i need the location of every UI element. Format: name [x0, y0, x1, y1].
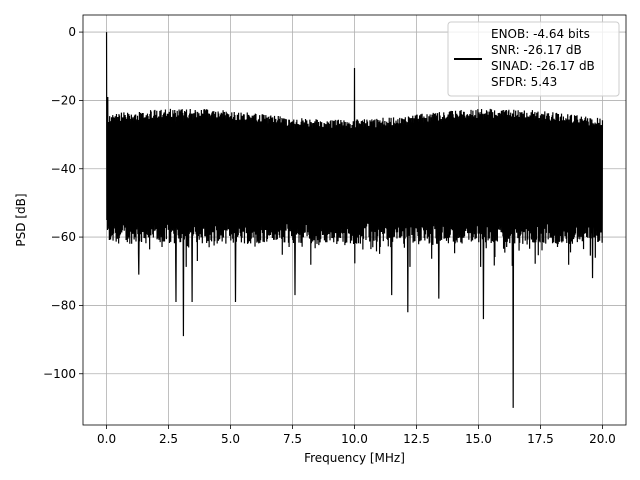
- x-tick-label: 0.0: [97, 432, 116, 446]
- y-tick-label: −80: [51, 298, 76, 312]
- y-axis-ticks: 0 −20 −40 −60 −80 −100: [43, 25, 83, 381]
- legend-box: [447, 21, 620, 97]
- legend-entry-line-2: SNR: -26.17 dB: [491, 43, 582, 57]
- series-layer: [105, 32, 604, 408]
- legend-entry-line-4: SFDR: 5.43: [491, 75, 557, 89]
- x-tick-label: 7.5: [283, 432, 302, 446]
- y-tick-label: −60: [51, 230, 76, 244]
- x-tick-label: 5.0: [221, 432, 240, 446]
- legend-entry-line-3: SINAD: -26.17 dB: [491, 59, 595, 73]
- psd-series-line: [105, 32, 604, 408]
- x-tick-label: 15.0: [465, 432, 492, 446]
- x-tick-label: 20.0: [589, 432, 616, 446]
- x-tick-label: 2.5: [159, 432, 178, 446]
- x-tick-label: 12.5: [403, 432, 430, 446]
- y-tick-label: 0: [68, 25, 76, 39]
- legend-entry-line-1: ENOB: -4.64 bits: [491, 27, 590, 41]
- legend: ENOB: -4.64 bits SNR: -26.17 dB SINAD: -…: [447, 21, 620, 97]
- x-tick-label: 10.0: [341, 432, 368, 446]
- x-axis-ticks: 0.0 2.5 5.0 7.5 10.0 12.5 15.0 17.5 20.0: [97, 425, 616, 446]
- y-tick-label: −100: [43, 367, 76, 381]
- y-tick-label: −20: [51, 93, 76, 107]
- x-tick-label: 17.5: [527, 432, 554, 446]
- y-axis-label: PSD [dB]: [14, 193, 28, 246]
- x-axis-label: Frequency [MHz]: [304, 451, 405, 465]
- y-tick-label: −40: [51, 162, 76, 176]
